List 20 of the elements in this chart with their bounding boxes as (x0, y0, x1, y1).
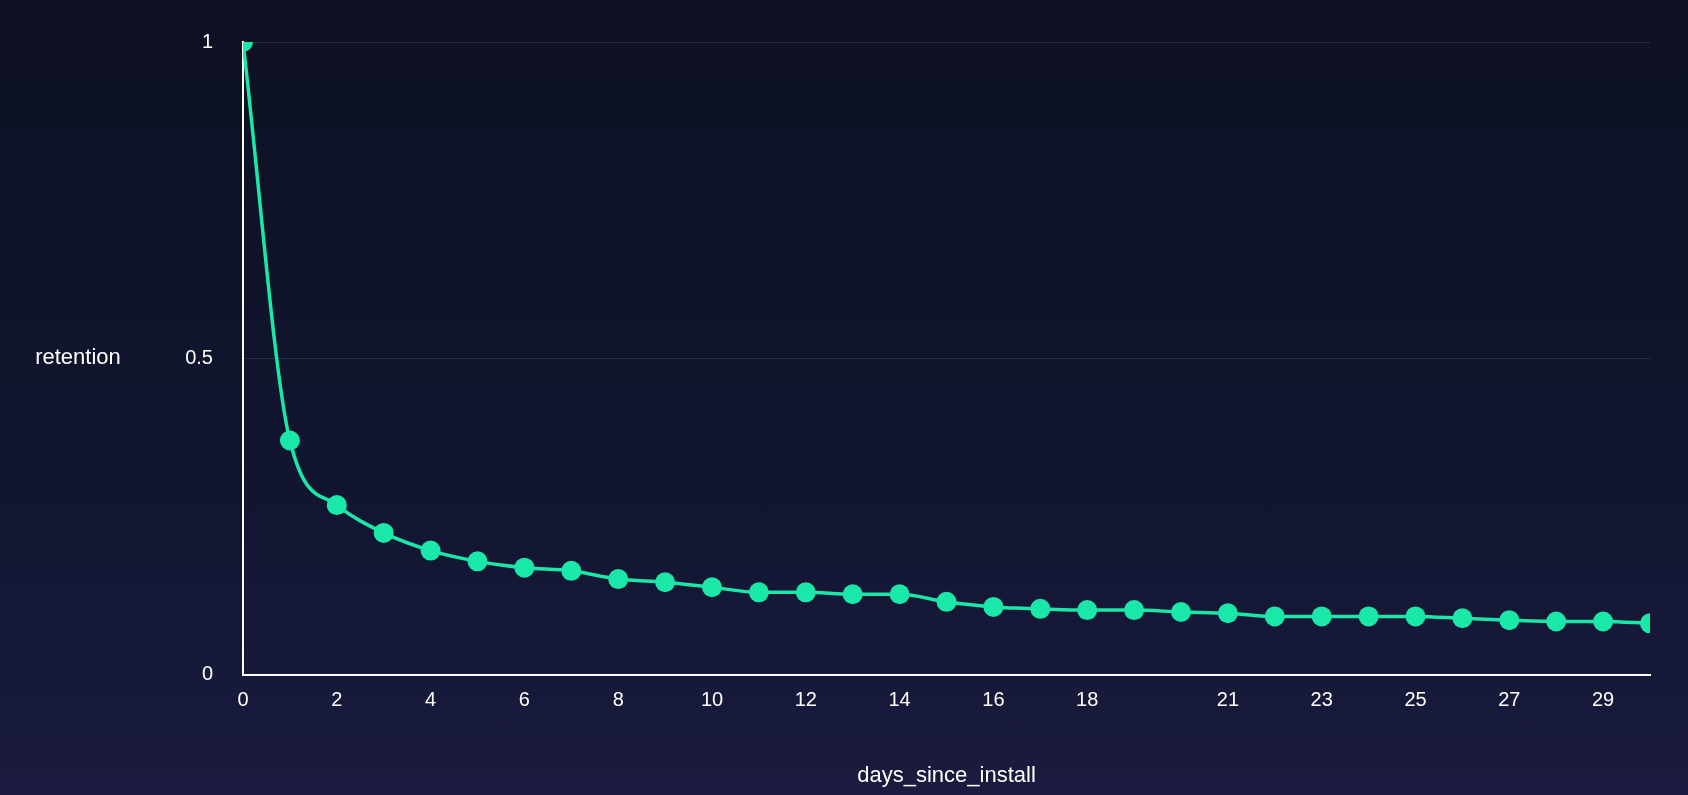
y-axis-title: retention (35, 344, 121, 370)
x-tick-label: 10 (700, 688, 724, 711)
x-tick-label: 25 (1404, 688, 1427, 711)
x-tick-label: 18 (1076, 688, 1099, 711)
y-tick-label: 0.5 (185, 345, 213, 368)
x-tick-label: 27 (1498, 688, 1521, 711)
x-tick-label: 8 (612, 688, 624, 711)
x-tick-label: 6 (518, 688, 530, 711)
y-tick-label: 1 (201, 29, 213, 52)
x-tick-label: 2 (331, 688, 343, 711)
y-tick-label: 0 (201, 662, 213, 685)
x-tick-label: 16 (982, 688, 1005, 711)
x-tick-label: 23 (1310, 688, 1333, 711)
x-tick-label: 4 (425, 688, 437, 711)
x-tick-label: 14 (888, 688, 911, 711)
x-tick-label: 21 (1216, 688, 1240, 711)
x-tick-label: 29 (1591, 688, 1615, 711)
x-axis-title: days_since_install (857, 761, 1036, 787)
x-tick-label: 0 (237, 688, 249, 711)
x-tick-label: 12 (794, 688, 817, 711)
